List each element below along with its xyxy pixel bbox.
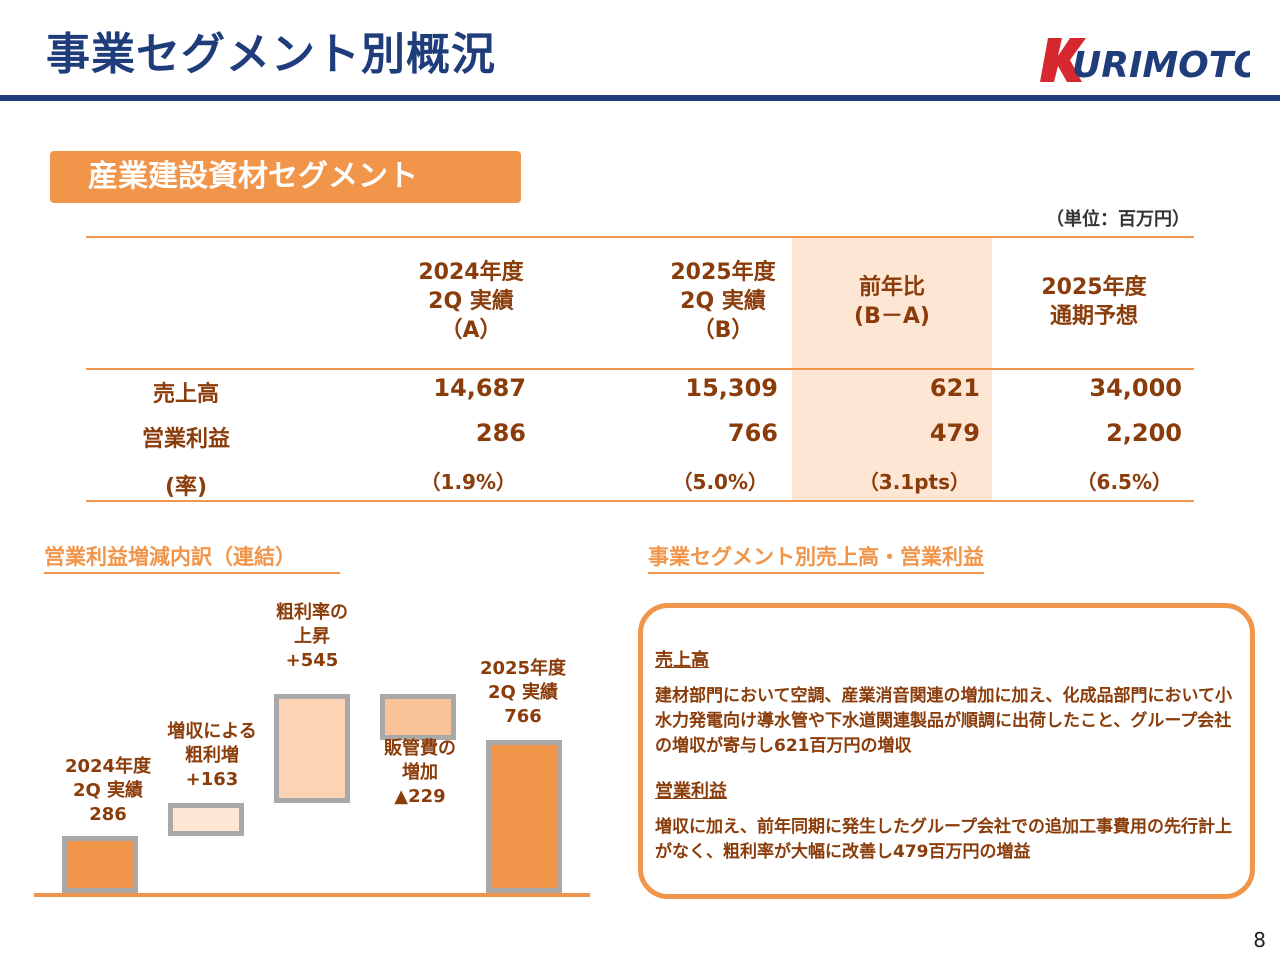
table-header-rule (86, 368, 1194, 370)
waterfall-label-sales-gain: 増収による 粗利増 +163 (167, 721, 257, 790)
row-label-operating-profit: 営業利益 (141, 427, 230, 452)
page-number: 8 (1253, 928, 1266, 952)
sales-commentary: 建材部門において空調、産業消音関連の増加に加え、化成品部門において小水力発電向け… (655, 686, 1232, 756)
cell-rate-yoy: （3.1pts） (858, 470, 970, 494)
col-header-2024-2q: 2024年度 2Q 実績 （A） (418, 260, 524, 343)
cell-sales-yoy: 621 (929, 374, 980, 402)
commentary-box: 売上高 建材部門において空調、産業消音関連の増加に加え、化成品部門において小水力… (638, 603, 1255, 899)
cell-profit-yoy: 479 (929, 419, 980, 447)
waterfall-label-2025-2q: 2025年度 2Q 実績 766 (479, 658, 567, 727)
table-bottom-rule (86, 500, 1194, 502)
waterfall-bar-2025-2q (486, 739, 562, 893)
kurimoto-logo: URIMOTO (1040, 30, 1264, 90)
profit-waterfall-chart: 2024年度 2Q 実績 286 増収による 粗利増 +163 粗利率の 上昇 … (34, 595, 594, 905)
cell-sales-forecast: 34,000 (1089, 374, 1182, 402)
cell-sales-2024: 14,687 (433, 374, 526, 402)
row-label-rate: (率) (164, 475, 208, 500)
waterfall-baseline (34, 893, 590, 897)
waterfall-heading: 営業利益増減内訳（連結） (44, 541, 340, 574)
cell-profit-2024: 286 (475, 419, 526, 447)
sales-subheading: 売上高 (655, 650, 709, 671)
col-header-yoy: 前年比 (B－A) (854, 275, 930, 329)
cell-rate-2024: （1.9%） (420, 470, 516, 494)
waterfall-bar-2024-2q (62, 835, 138, 893)
cell-rate-forecast: （6.5%） (1076, 470, 1172, 494)
page-title: 事業セグメント別概況 (46, 29, 496, 80)
table-top-rule (86, 236, 1194, 238)
yoy-column-highlight (792, 238, 992, 502)
cell-profit-2025: 766 (727, 419, 778, 447)
cell-rate-2025: （5.0%） (672, 470, 768, 494)
cell-profit-forecast: 2,200 (1106, 419, 1182, 447)
waterfall-label-sga-increase: 販管費の 増加 ▲229 (384, 738, 456, 807)
waterfall-bar-sales-gain (168, 803, 244, 836)
cell-sales-2025: 15,309 (685, 374, 778, 402)
col-header-2025-2q: 2025年度 2Q 実績 （B） (670, 260, 776, 343)
profit-commentary: 増収に加え、前年同期に発生したグループ会社での追加工事費用の先行計上がなく、粗利… (655, 817, 1232, 862)
waterfall-bar-margin-gain (274, 694, 350, 804)
col-header-2025-forecast: 2025年度 通期予想 (1041, 275, 1147, 329)
profit-subheading: 営業利益 (655, 781, 727, 802)
waterfall-label-2024-2q: 2024年度 2Q 実績 286 (64, 756, 152, 825)
summary-table: 2024年度 2Q 実績 （A） 2025年度 2Q 実績 （B） 前年比 (B… (86, 236, 1194, 502)
commentary-heading: 事業セグメント別売上高・営業利益 (648, 541, 984, 574)
unit-note: （単位：百万円） (1046, 209, 1190, 230)
waterfall-label-margin-gain: 粗利率の 上昇 +545 (276, 602, 348, 671)
logo-text: URIMOTO (1072, 45, 1250, 86)
segment-badge: 産業建設資材セグメント (50, 151, 521, 203)
row-label-sales: 売上高 (152, 382, 219, 407)
title-divider (0, 95, 1280, 101)
waterfall-bar-sga-increase (380, 694, 456, 740)
